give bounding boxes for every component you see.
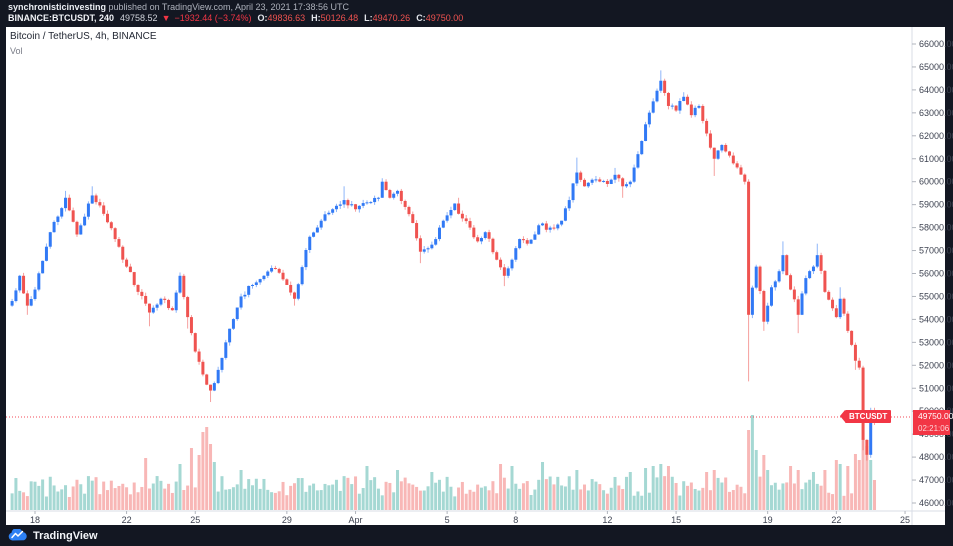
svg-text:47000.00: 47000.00 xyxy=(919,475,953,485)
svg-text:60000.00: 60000.00 xyxy=(919,177,953,187)
bar-countdown-label: 02:21:06 xyxy=(913,422,950,435)
author-name: synchronisticinvesting xyxy=(8,2,107,12)
svg-text:64000.00: 64000.00 xyxy=(919,85,953,95)
svg-text:22: 22 xyxy=(831,515,841,525)
chart-pane xyxy=(6,27,945,525)
svg-text:46000.00: 46000.00 xyxy=(919,498,953,508)
brand-name[interactable]: TradingView xyxy=(33,529,98,542)
low-value: 49470.26 xyxy=(372,13,411,23)
publish-bar: synchronisticinvesting published on Trad… xyxy=(8,2,948,24)
svg-text:62000.00: 62000.00 xyxy=(919,131,953,141)
svg-text:29: 29 xyxy=(282,515,292,525)
last-price-label: 49750.00 xyxy=(913,409,953,423)
svg-text:5: 5 xyxy=(445,515,450,525)
svg-text:8: 8 xyxy=(513,515,518,525)
close-label: C: xyxy=(416,13,426,23)
svg-text:18: 18 xyxy=(30,515,40,525)
svg-text:58000.00: 58000.00 xyxy=(919,223,953,233)
tradingview-logo-icon[interactable] xyxy=(8,529,28,542)
svg-text:12: 12 xyxy=(602,515,612,525)
candle-series xyxy=(10,70,877,461)
svg-text:25: 25 xyxy=(190,515,200,525)
svg-text:25: 25 xyxy=(900,515,910,525)
symbol-title: BINANCE:BTCUSDT, 240 xyxy=(8,13,115,23)
svg-text:55000.00: 55000.00 xyxy=(919,291,953,301)
svg-text:15: 15 xyxy=(671,515,681,525)
chart-legend: Bitcoin / TetherUS, 4h, BINANCE Vol xyxy=(10,31,157,57)
price-change: −1932.44 (−3.74%) xyxy=(174,13,252,23)
svg-text:48000.00: 48000.00 xyxy=(919,452,953,462)
open-label: O: xyxy=(257,13,268,23)
open-value: 49836.63 xyxy=(267,13,306,23)
symbol-status-line: BINANCE:BTCUSDT, 240 49758.52 ▼ −1932.44 (−… xyxy=(8,13,948,24)
svg-text:Apr: Apr xyxy=(349,515,363,525)
svg-text:59000.00: 59000.00 xyxy=(919,200,953,210)
legend-volume-indicator: Vol xyxy=(10,46,23,56)
svg-text:63000.00: 63000.00 xyxy=(919,108,953,118)
svg-text:51000.00: 51000.00 xyxy=(919,383,953,393)
down-arrow-icon: ▼ xyxy=(161,13,171,23)
low-label: L: xyxy=(364,13,373,23)
svg-text:56000.00: 56000.00 xyxy=(919,269,953,279)
volume-series xyxy=(10,415,877,510)
svg-text:53000.00: 53000.00 xyxy=(919,337,953,347)
svg-text:66000.00: 66000.00 xyxy=(919,39,953,49)
svg-text:22: 22 xyxy=(122,515,132,525)
svg-text:52000.00: 52000.00 xyxy=(919,360,953,370)
close-value: 49750.00 xyxy=(425,13,464,23)
symbol-price-badge: BTCUSDT xyxy=(839,409,892,423)
svg-text:61000.00: 61000.00 xyxy=(919,154,953,164)
high-value: 50126.48 xyxy=(320,13,359,23)
high-label: H: xyxy=(311,13,321,23)
footer-bar: TradingView xyxy=(0,525,953,546)
publish-line: synchronisticinvesting published on Trad… xyxy=(8,2,948,13)
publish-info: published on TradingView.com, April 23, … xyxy=(106,2,350,12)
svg-text:19: 19 xyxy=(763,515,773,525)
last-price: 49758.52 xyxy=(120,13,158,23)
svg-text:65000.00: 65000.00 xyxy=(919,62,953,72)
svg-text:57000.00: 57000.00 xyxy=(919,246,953,256)
legend-symbol: Bitcoin / TetherUS, 4h, BINANCE xyxy=(10,31,157,42)
svg-text:54000.00: 54000.00 xyxy=(919,314,953,324)
